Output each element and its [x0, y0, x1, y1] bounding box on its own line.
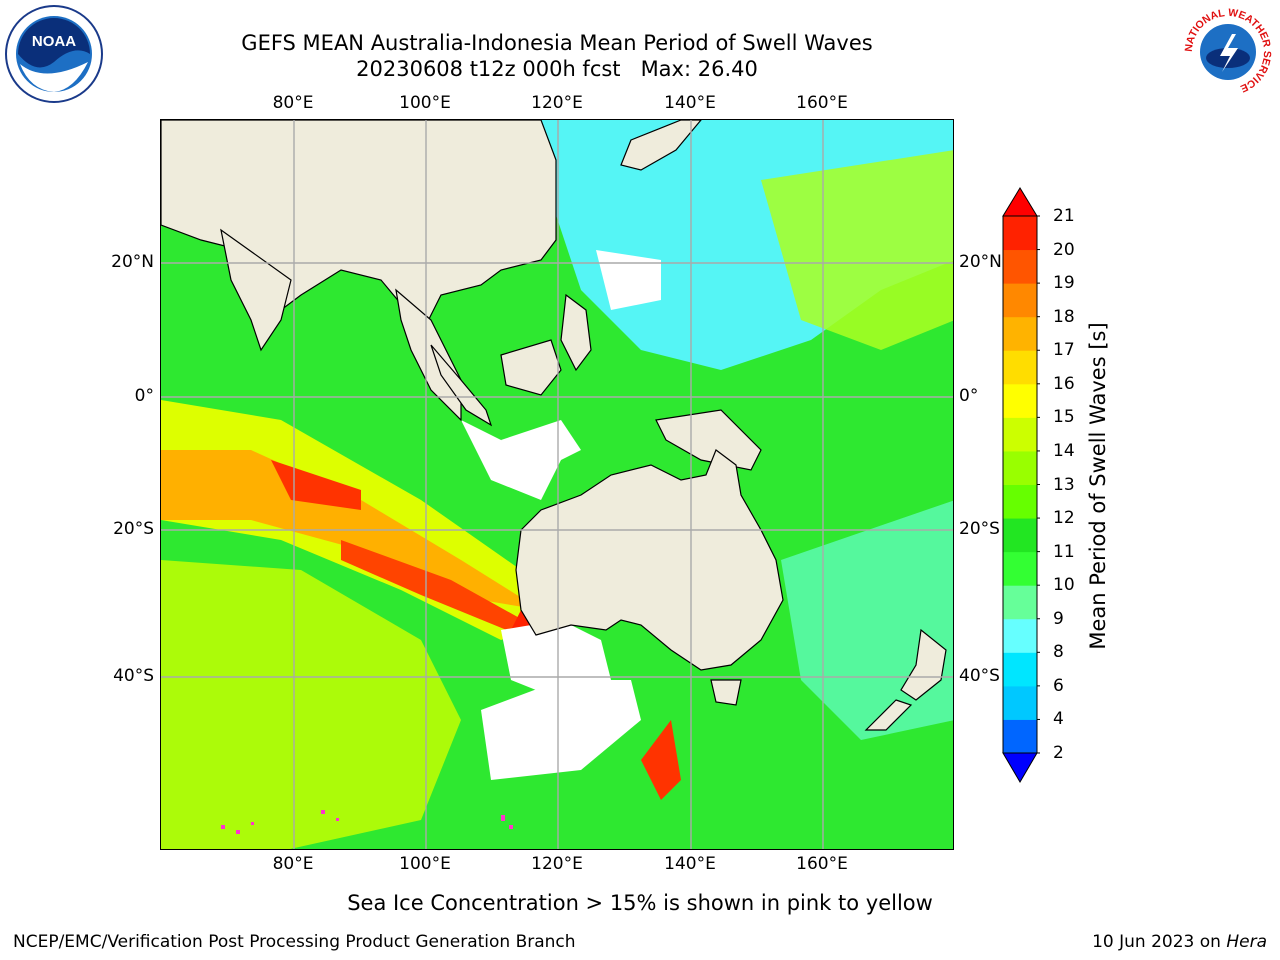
colorbar-tick-label: 2: [1053, 743, 1064, 763]
colorbar-tick-label: 13: [1053, 474, 1075, 495]
colorbar-segment: [1003, 350, 1037, 385]
lon-label-bottom: 100°E: [399, 854, 451, 874]
noaa-logo: NOAA: [5, 5, 103, 103]
sea-ice-note: Sea Ice Concentration > 15% is shown in …: [347, 891, 933, 915]
lon-label-top: 140°E: [664, 93, 716, 113]
field-yellowgreen-ne: [761, 150, 953, 350]
colorbar-tick-label: 12: [1053, 508, 1075, 529]
lon-label-top: 120°E: [531, 93, 583, 113]
lat-label-right: 40°S: [959, 666, 1000, 686]
land-new-zealand-south: [864, 699, 913, 731]
footer-date: 10 Jun 2023 on Hera: [1092, 932, 1267, 952]
lat-label-left: 40°S: [113, 666, 154, 686]
colorbar-tick-label: 19: [1053, 273, 1075, 294]
land-sumatra: [430, 344, 493, 427]
field-yellow-sw: [161, 560, 461, 849]
sea-ice-markers: [221, 810, 513, 834]
colorbar-segment: [1003, 484, 1037, 519]
no-data-southern: [481, 680, 641, 780]
lat-label-left: 0°: [134, 386, 154, 406]
swell-period-map: [161, 120, 953, 849]
lon-label-bottom: 120°E: [531, 854, 583, 874]
lat-label-left: 20°N: [111, 252, 154, 272]
colorbar-segment: [1003, 618, 1037, 653]
land-india: [220, 228, 292, 352]
lon-label-top: 100°E: [399, 93, 451, 113]
colorbar-segment: [1003, 585, 1037, 620]
colorbar-segment: [1003, 249, 1037, 284]
nws-logo: NATIONAL WEATHER SERVICE: [1180, 4, 1276, 100]
land-new-zealand: [900, 628, 947, 701]
land-philippines: [560, 293, 592, 372]
colorbar-segment: [1003, 417, 1037, 452]
colorbar-tick-label: 18: [1053, 306, 1075, 327]
colorbar: [1002, 187, 1040, 783]
lon-label-bottom: 140°E: [664, 854, 716, 874]
colorbar-tick-label: 4: [1053, 709, 1064, 730]
no-data-scs: [596, 250, 661, 310]
lon-label-bottom: 160°E: [796, 854, 848, 874]
chart-title: GEFS MEAN Australia-Indonesia Mean Perio…: [241, 31, 873, 55]
colorbar-segment: [1003, 719, 1037, 754]
colorbar-extend-low: [1002, 752, 1038, 783]
lon-label-bottom: 80°E: [272, 854, 314, 874]
colorbar-segment: [1003, 216, 1037, 251]
colorbar-tick-label: 9: [1053, 608, 1064, 629]
lat-label-right: 20°N: [959, 252, 1002, 272]
chart-subtitle: 20230608 t12z 000h fcst Max: 26.40: [356, 57, 758, 81]
land-new-guinea: [655, 409, 762, 471]
land-indochina: [395, 288, 462, 422]
colorbar-tick-label: 20: [1053, 239, 1075, 260]
colorbar-tick-label: 10: [1053, 575, 1075, 596]
colorbar-segment: [1003, 685, 1037, 720]
lat-label-right: 20°S: [959, 519, 1000, 539]
no-data-java-sea: [501, 420, 581, 470]
colorbar-extend-high: [1002, 187, 1038, 217]
field-red-south: [641, 720, 681, 800]
colorbar-segment: [1003, 551, 1037, 586]
colorbar-tick-label: 15: [1053, 407, 1075, 428]
lat-label-left: 20°S: [113, 519, 154, 539]
colorbar-tick-label: 21: [1053, 206, 1075, 226]
colorbar-segment: [1003, 518, 1037, 553]
colorbar-segment: [1003, 450, 1037, 485]
graticule: [161, 120, 953, 849]
field-red-streak: [341, 540, 541, 640]
colorbar-label: Mean Period of Swell Waves [s]: [1086, 322, 1110, 650]
map-panel: [160, 119, 954, 850]
lon-label-top: 80°E: [272, 93, 314, 113]
lon-label-top: 160°E: [796, 93, 848, 113]
land-tasmania: [710, 679, 742, 706]
no-data-indonesia: [461, 420, 561, 500]
colorbar-tick-label: 16: [1053, 373, 1075, 394]
colorbar-segment: [1003, 652, 1037, 687]
footer-credit: NCEP/EMC/Verification Post Processing Pr…: [13, 932, 576, 952]
colorbar-tick-label: 14: [1053, 440, 1075, 461]
lat-label-right: 0°: [959, 386, 979, 406]
land-australia: [515, 449, 784, 671]
svg-text:NOAA: NOAA: [32, 33, 76, 50]
land-japan: [620, 120, 702, 171]
colorbar-segment: [1003, 383, 1037, 418]
colorbar-tick-label: 17: [1053, 340, 1075, 361]
land-borneo: [500, 339, 562, 396]
colorbar-tick-label: 6: [1053, 675, 1064, 696]
colorbar-tick-label: 8: [1053, 642, 1064, 663]
colorbar-segment: [1003, 283, 1037, 318]
colorbar-tick-label: 11: [1053, 541, 1075, 562]
colorbar-segment: [1003, 316, 1037, 351]
